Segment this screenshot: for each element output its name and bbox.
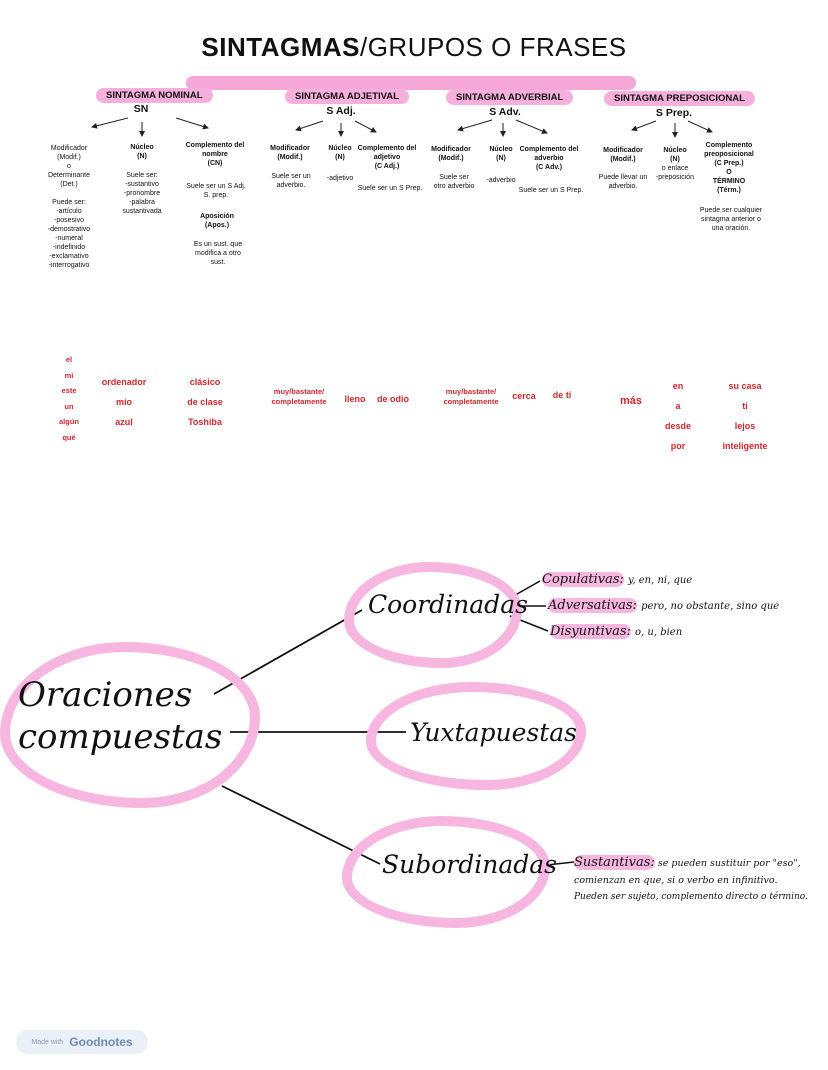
example-prep: a [675,401,681,411]
example-det: algún [59,417,79,426]
example-det: el [65,355,73,364]
example-sadj-nuc: lleno [344,394,366,404]
example-sadj-mod: muy/bastante/ completamente [271,387,327,406]
example-prep: en [672,381,684,391]
adversativas-text: pero, no obstante, sino que [641,601,780,612]
sprep-nuc-head: Núcleo (N) [663,147,687,163]
sn-mod-text: Determinante (Det.) Puede ser: -artículo… [47,172,91,269]
example-sadj-comp: de odio [377,394,409,404]
sadj-comp-text: Suele ser un S Prep. [357,185,423,192]
center-node: Oraciones compuestas [18,675,223,757]
sprep-nuc-text: o enlace -preposición [655,165,695,181]
adversativas-row: Adversativas: pero, no obstante, sino qu… [548,598,779,613]
examples-sn-comp: clásico de clase Toshiba [176,372,234,432]
goodnotes-badge[interactable]: Made with Goodnotes [16,1030,148,1054]
example-termino: lejos [734,421,756,431]
adversativas-label: Adversativas: [548,598,637,613]
example-nucleo: azul [115,417,133,427]
sn-apos-head: Aposición (Apos.) [200,213,234,229]
examples-sn-nucleo: ordenador mío azul [90,372,158,432]
sn-nuc-text: Suele ser: -sustantivo -pronombre -palab… [122,172,162,215]
sustantivas-text-3: Pueden ser sujeto, complemento directo o… [574,892,808,902]
example-termino: inteligente [722,441,768,451]
label-sintagma-preposicional: SINTAGMA PREPOSICIONAL [604,91,755,106]
sub-blob [342,816,550,928]
example-termino: su casa [728,381,762,391]
center-blob [0,642,260,808]
goodnotes-logo: Goodnotes [69,1035,133,1049]
coordinadas-node: Coordinadas [368,590,528,619]
example-sadv-comp: de ti [552,390,572,400]
sn-comp-text: Suele ser un S Adj. S. prep. [186,183,246,199]
copulativas-text: y, en, ni, que [628,575,693,586]
sn-apos-text: Es un sust. que modifica a otro sust. [193,241,243,266]
sustantivas-text-2: comienzan en que, si o verbo en infiniti… [574,875,778,886]
title-bold: SINTAGMAS [201,32,360,62]
abbr-sadv: S Adv. [489,106,521,118]
subordinadas-node: Subordinadas [382,850,557,879]
sadv-mod-text: Suele ser otro adverbio [433,174,475,190]
sn-comp-head: Complemento del nombre (CN) [185,142,245,167]
sadj-comp-head: Complemento del adjetivo (C Adj.) [357,145,417,170]
example-det: qué [62,432,76,442]
disyuntivas-text: o, u, bien [635,627,683,638]
example-comp: de clase [187,397,223,407]
yux-blob [366,682,586,790]
example-nucleo: ordenador [101,377,147,387]
example-det: este [61,386,77,395]
sprep-comp-text: Puede ser cualquier sintagma anterior o … [699,207,763,232]
example-det: un [64,401,74,411]
sustantivas-block: Sustantivas: se pueden sustituir por "es… [574,854,824,906]
sn-nuc-head: Núcleo (N) [130,144,154,160]
disyuntivas-row: Disyuntivas: o, u, bien [550,624,682,639]
label-sintagma-nominal: SINTAGMA NOMINAL [96,88,213,103]
title-rest: /GRUPOS O FRASES [359,32,627,62]
sprep-comp-head: Complemento preoposicional (C Prep.) O T… [704,142,754,194]
example-comp: Toshiba [188,417,222,427]
sadj-nuc-head: Núcleo (N) [328,145,352,161]
abbr-sprep: S Prep. [655,107,693,119]
sustantivas-text-1: se pueden sustituir por "eso", [657,858,801,869]
example-det: mi [64,370,74,380]
sadj-mod-text: Suele ser un adverbio. [271,173,311,189]
sustantivas-label: Sustantivas: [574,855,655,870]
page-title: SINTAGMAS/GRUPOS O FRASES [0,32,828,90]
coord-blob [344,562,522,668]
sn-mod-head: Modificador (Modif.) o [50,145,88,170]
copulativas-row: Copulativas: y, en, ni, que [542,572,692,587]
example-sprep-mod: más [619,395,643,407]
sadv-nuc-text: -adverbio [486,177,516,184]
examples-det: el mi este un algún qué [54,352,84,445]
copulativas-label: Copulativas: [542,572,624,587]
disyuntivas-label: Disyuntivas: [550,624,631,639]
yuxtapuestas-node: Yuxtapuestas [410,718,577,747]
label-sintagma-adjetival: SINTAGMA ADJETIVAL [285,89,409,104]
made-with-label: Made with [31,1038,64,1046]
sadv-nuc-head: Núcleo (N) [489,146,513,162]
examples-sprep-nuc: en a desde por [656,376,700,456]
sadj-nuc-text: -adjetivo [326,175,354,182]
sadv-comp-head: Complemento del adverbio (C Adv.) [519,146,579,171]
example-sadv-nuc: cerca [512,391,536,401]
sadv-comp-text: Suele ser un S Prep. [518,187,584,194]
abbr-sadj: S Adj. [326,105,356,117]
sadv-mod-head: Modificador (Modif.) [431,146,471,162]
examples-sprep-comp: su casa ti lejos inteligente [712,376,778,456]
label-sintagma-adverbial: SINTAGMA ADVERBIAL [446,90,574,105]
abbr-sn: SN [133,103,149,115]
sadj-mod-head: Modificador (Modif.) [270,145,310,161]
example-prep: desde [664,421,691,431]
example-sadv-mod: muy/bastante/ completamente [443,387,499,406]
example-termino: ti [742,401,748,411]
example-nucleo: mío [115,397,132,407]
sprep-mod-head: Modificador (Modif.) [603,147,643,163]
sprep-mod-text: Puede llevar un adverbio. [598,174,648,190]
example-comp: clásico [189,377,221,387]
example-prep: por [670,441,686,451]
